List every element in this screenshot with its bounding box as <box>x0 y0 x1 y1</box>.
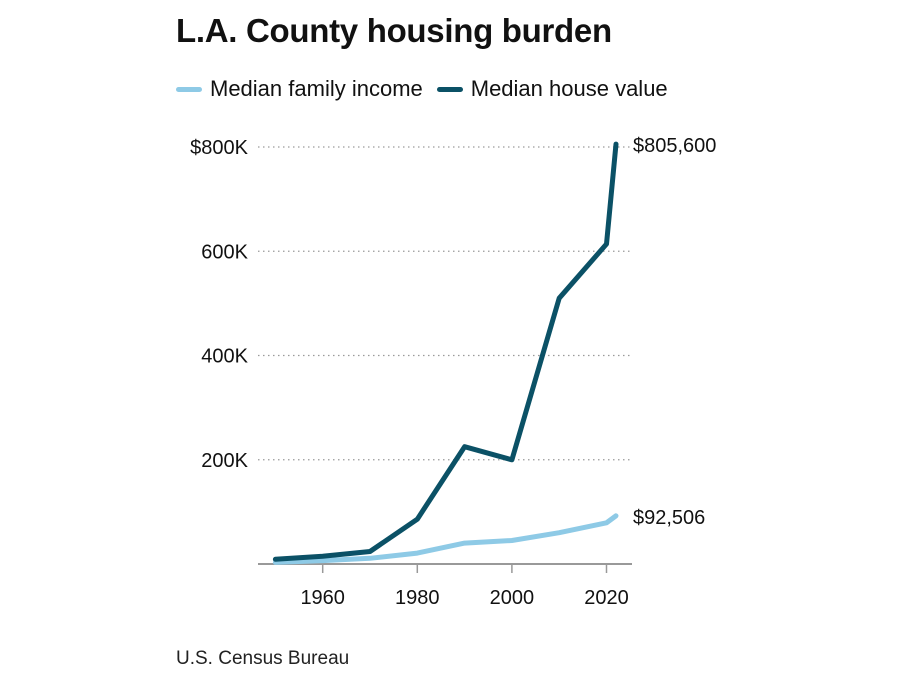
end-label-income: $92,506 <box>633 507 705 529</box>
x-tick-label: 1960 <box>300 587 345 609</box>
end-label-house-value: $805,600 <box>633 135 716 157</box>
source-note: U.S. Census Bureau <box>176 648 350 669</box>
y-tick-label: 400K <box>201 346 248 368</box>
legend-swatch-income <box>176 86 202 92</box>
x-tick-label: 2020 <box>584 587 629 609</box>
gridlines <box>258 146 632 461</box>
x-tick-label: 1980 <box>395 587 440 609</box>
chart-title: L.A. County housing burden <box>176 12 612 49</box>
y-axis: 200K 400K 600K $800K <box>190 137 248 472</box>
legend-label-income: Median family income <box>210 76 423 101</box>
end-labels: $92,506 $805,600 <box>633 135 716 529</box>
y-tick-label: 600K <box>201 241 248 263</box>
y-tick-label: $800K <box>190 137 248 159</box>
y-tick-label: 200K <box>201 450 248 472</box>
legend-item-house-value: Median house value <box>436 76 668 102</box>
series-line-median-house-value <box>272 141 619 562</box>
legend: Median family income Median house value <box>176 76 682 102</box>
x-axis: 1960 1980 2000 2020 <box>258 563 632 609</box>
legend-swatch-house-value <box>436 86 463 92</box>
series-line-median-family-income <box>272 513 619 565</box>
legend-item-income: Median family income <box>176 76 423 102</box>
x-tick-label: 2000 <box>490 587 535 609</box>
legend-label-house-value: Median house value <box>470 76 668 101</box>
series-lines <box>272 141 619 565</box>
